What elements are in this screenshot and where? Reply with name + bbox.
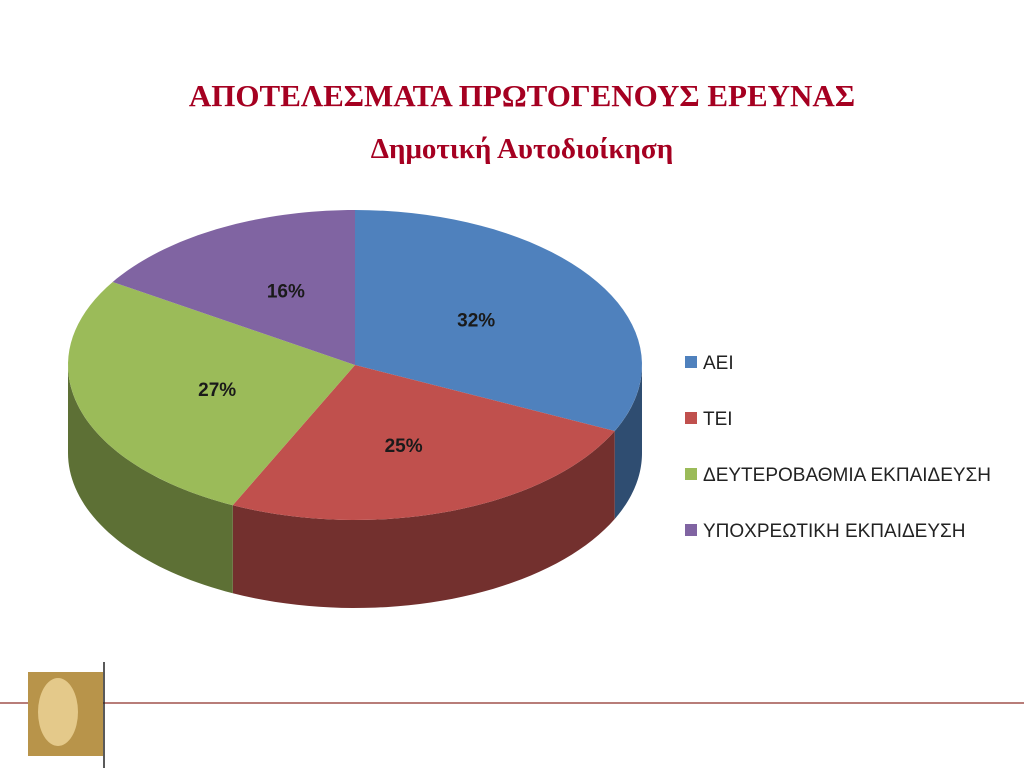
legend-label: ΥΠΟΧΡΕΩΤΙΚΗ ΕΚΠΑΙΔΕΥΣΗ [703,521,965,542]
pie-slice [112,210,355,365]
legend-swatch [685,412,697,424]
legend-label: ΑΕΙ [703,353,734,374]
legend-swatch [685,468,697,480]
chart-subtitle: Δημοτική Αυτοδιοίκηση [371,133,673,165]
legend: ΑΕΙ ΤΕΙ ΔΕΥΤΕΡΟΒΑΘΜΙΑ ΕΚΠΑΙΔΕΥΣΗ ΥΠΟΧΡΕΩΤΙΚ… [685,353,991,542]
legend-label: ΤΕΙ [703,409,733,430]
data-label: 27% [198,380,236,401]
pie-side [232,430,615,608]
data-label: 16% [267,281,305,302]
legend-swatch [685,356,697,368]
pie-side [68,365,233,594]
pie-slice [355,210,642,431]
pie: 32% 25% 27% 16% [68,210,642,608]
pie-slice [68,281,355,506]
chart-title: ΑΠΟΤΕΛΕΣΜΑΤΑ ΠΡΩΤΟΓΕΝΟΥΣ ΕΡΕΥΝΑΣ [189,78,855,113]
legend-label: ΔΕΥΤΕΡΟΒΑΘΜΙΑ ΕΚΠΑΙΔΕΥΣΗ [703,465,991,486]
pie-slice [232,365,615,520]
data-label: 25% [385,436,423,457]
logo-face [38,678,78,746]
pie-side [614,365,642,519]
legend-swatch [685,524,697,536]
data-label: 32% [457,310,495,331]
